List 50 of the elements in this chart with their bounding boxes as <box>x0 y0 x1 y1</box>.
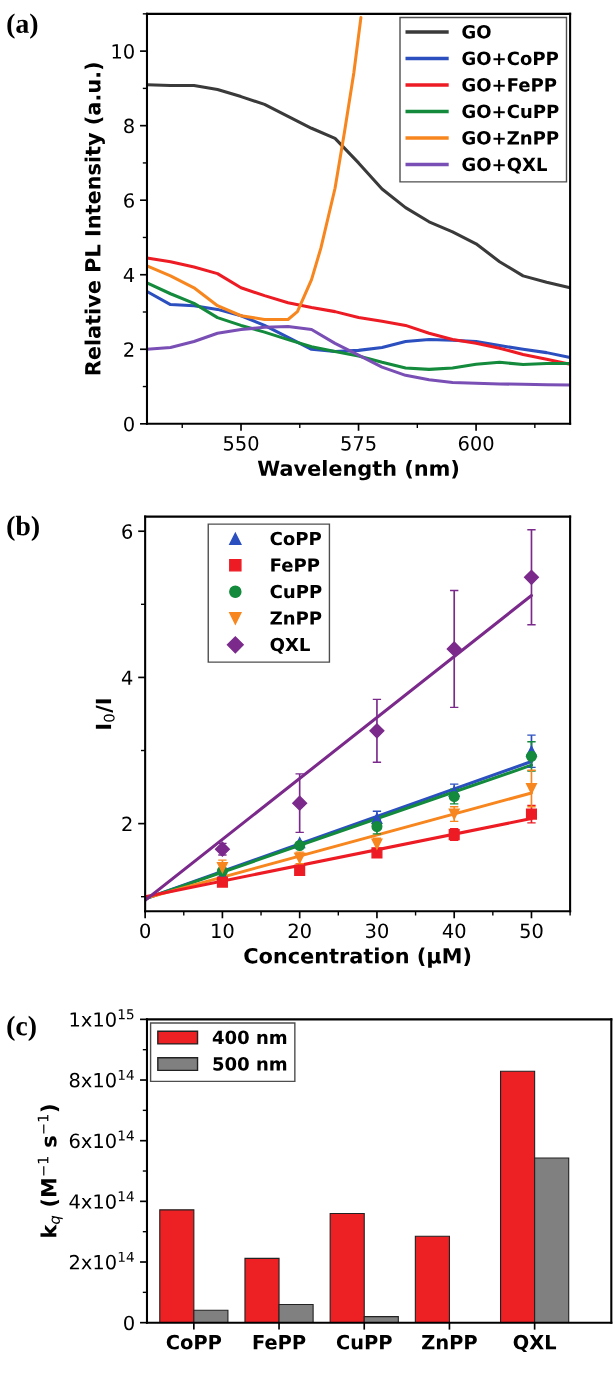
y-tick-label: 8 <box>124 118 134 134</box>
x-tick-label: CoPP <box>166 1334 222 1350</box>
legend-label: GO+QXL <box>462 157 547 174</box>
x-tick-label: 600 <box>458 435 494 451</box>
y-tick-label: 0 <box>124 416 134 432</box>
x-tick-label: 575 <box>341 436 376 451</box>
legend-label: GO <box>462 25 491 39</box>
x-axis-title: Concentration (μM) <box>244 947 471 968</box>
chart-title: (a) <box>7 13 38 39</box>
y-tick-label: 2 <box>122 816 132 831</box>
x-tick-label: FePP <box>253 1335 306 1350</box>
y-tick-label: 6 <box>122 524 133 539</box>
y-axis-title: I$_{0}$/I <box>95 699 115 729</box>
chart-title: (b) <box>7 515 39 542</box>
x-tick-label: 30 <box>366 923 389 939</box>
y-axis-title: k$_{q}$ (M$^{−1}$ s$^{−1}$) <box>37 1105 63 1237</box>
y-tick-label: 8x10$^{14}$ <box>69 1069 134 1088</box>
x-axis-title: Wavelength (nm) <box>257 459 459 481</box>
legend-label: CuPP <box>270 584 322 599</box>
y-tick-label: 2x10$^{14}$ <box>69 1251 134 1270</box>
legend-label: ZnPP <box>270 611 322 625</box>
x-tick-label: 10 <box>212 923 234 939</box>
x-tick-label: 40 <box>442 923 466 939</box>
x-tick-label: QXL <box>513 1334 557 1353</box>
y-tick-label: 4 <box>121 670 133 685</box>
y-tick-label: 10 <box>112 44 134 59</box>
x-tick-label: 50 <box>520 923 543 939</box>
y-axis-title: Relative PL Intensity (a.u.) <box>84 63 105 375</box>
y-tick-label: 4 <box>123 267 135 283</box>
legend-label: FePP <box>271 558 320 572</box>
y-tick-label: 6x10$^{14}$ <box>69 1130 134 1149</box>
y-tick-label: 1x10$^{15}$ <box>70 1009 134 1027</box>
y-tick-label: 6 <box>124 193 134 208</box>
x-tick-label: ZnPP <box>422 1335 477 1350</box>
y-tick-label: 4x10$^{14}$ <box>69 1191 134 1209</box>
x-tick-label: 550 <box>223 435 259 451</box>
legend-label: 500 nm <box>213 1057 287 1071</box>
y-tick-label: 0 <box>124 1315 134 1331</box>
legend-label: GO+ZnPP <box>462 131 559 145</box>
legend-label: CoPP <box>270 531 322 546</box>
legend-label: 400 nm <box>212 1030 287 1045</box>
y-tick-label: 2 <box>124 342 134 357</box>
x-tick-label: 20 <box>288 923 311 939</box>
legend-label: GO+CoPP <box>462 51 559 66</box>
x-tick-label: 0 <box>140 923 151 939</box>
x-tick-label: CuPP <box>336 1334 392 1350</box>
legend-label: GO+FePP <box>462 78 557 92</box>
legend-label: GO+CuPP <box>462 104 559 119</box>
chart-title: (c) <box>7 1015 36 1042</box>
legend-label: QXL <box>270 637 310 654</box>
